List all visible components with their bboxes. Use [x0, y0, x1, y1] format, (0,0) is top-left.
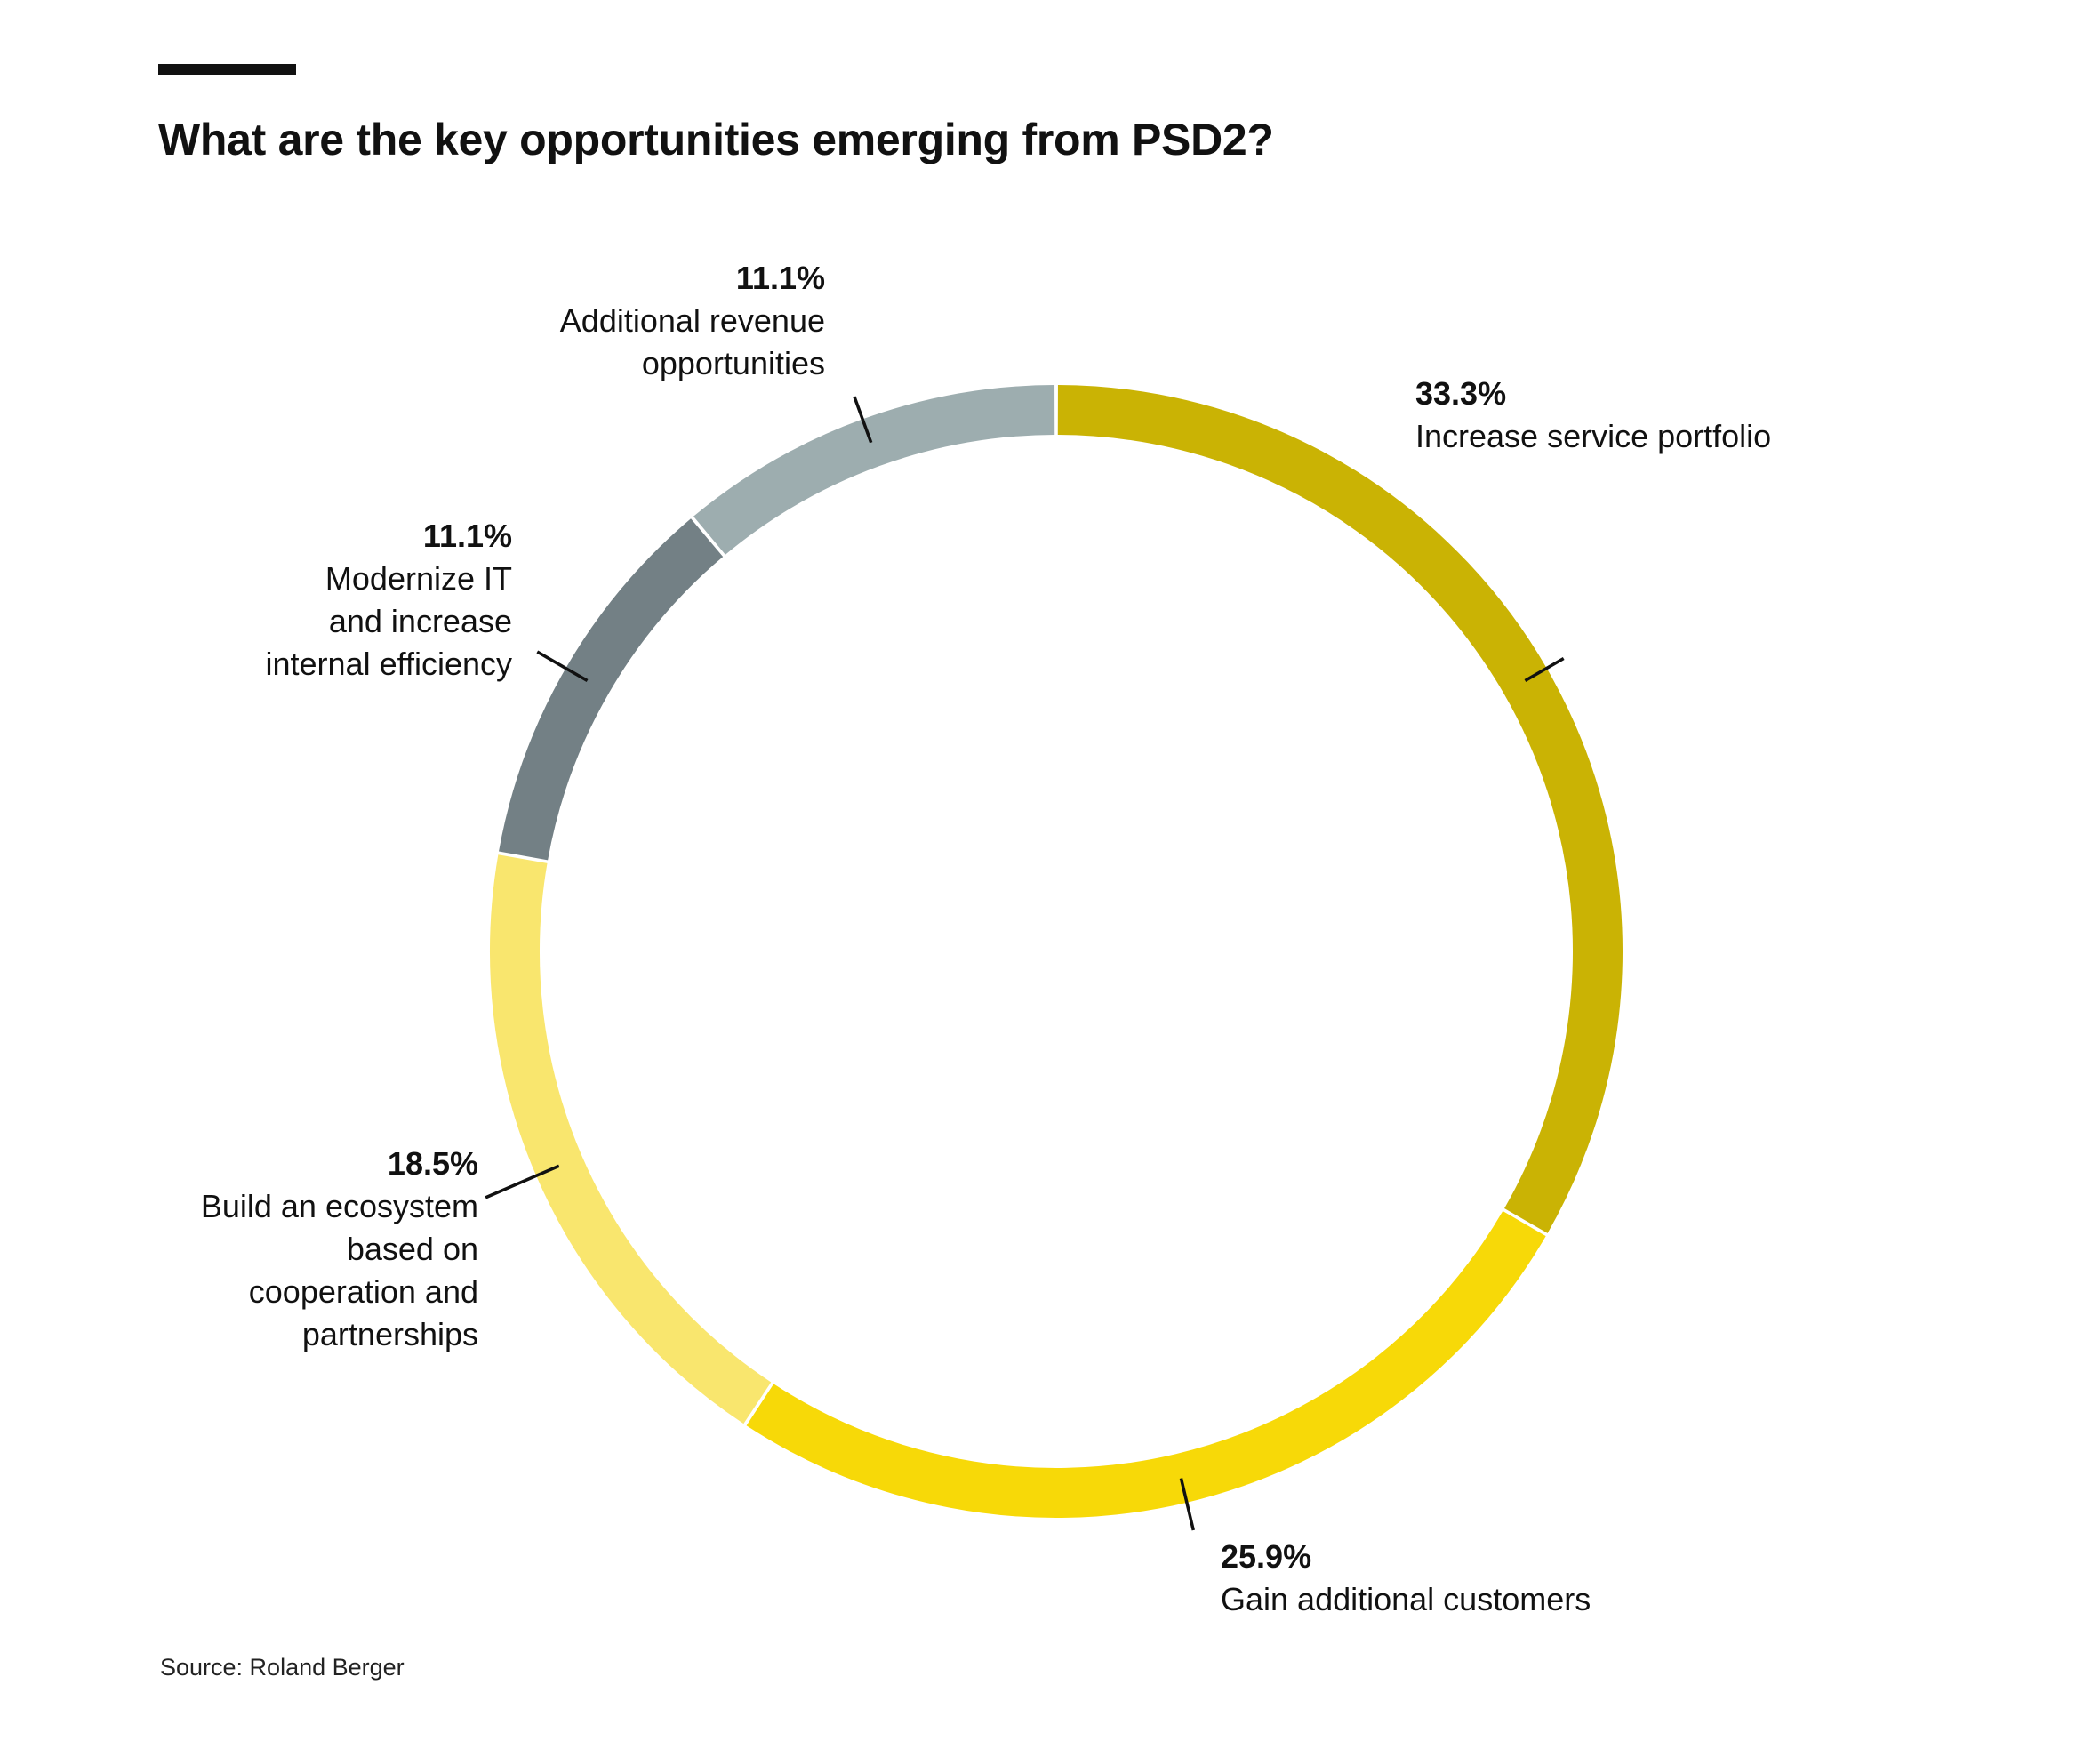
slice-value-label-4: 11.1% [423, 517, 512, 554]
slice-category-label-4-line-1: Modernize IT [325, 560, 512, 597]
slice-value-label-2: 25.9% [1221, 1538, 1311, 1575]
title-accent-bar [158, 64, 296, 75]
slice-category-label-3-line-2: based on [347, 1231, 478, 1267]
slice-value-label-1: 33.3% [1415, 375, 1506, 412]
donut-slice-2 [746, 1211, 1546, 1518]
slice-value-label-3: 18.5% [388, 1145, 478, 1182]
slice-category-label-3-line-3: cooperation and [249, 1273, 478, 1310]
slice-category-label-5-line-1: Additional revenue [560, 302, 825, 339]
donut-slice-4 [499, 518, 724, 861]
chart-title: What are the key opportunities emerging … [158, 115, 1274, 164]
slice-category-label-3-line-4: partnerships [302, 1316, 478, 1352]
source-note: Source: Roland Berger [160, 1654, 405, 1681]
leader-line-4 [536, 650, 589, 683]
donut-slice-5 [693, 385, 1055, 555]
slice-labels: 33.3% Increase service portfolio 25.9% Gain… [201, 260, 1771, 1617]
slice-category-label-5-line-2: opportunities [642, 345, 825, 381]
slice-category-label-1-line-1: Increase service portfolio [1415, 418, 1771, 454]
donut-slices [490, 385, 1623, 1518]
leader-line-1 [1524, 656, 1565, 683]
slice-category-label-4-line-2: and increase [329, 603, 512, 639]
slice-category-label-4-line-3: internal efficiency [266, 646, 513, 682]
leader-line-3 [485, 1164, 560, 1199]
slice-category-label-2-line-1: Gain additional customers [1221, 1581, 1591, 1617]
slice-category-label-3-line-1: Build an ecosystem [201, 1188, 478, 1224]
leader-line-2 [1179, 1478, 1195, 1531]
slice-value-label-5: 11.1% [736, 260, 825, 296]
donut-slice-1 [1057, 385, 1623, 1233]
leader-lines [485, 396, 1565, 1531]
donut-slice-3 [490, 854, 772, 1424]
leader-line-5 [853, 396, 873, 444]
